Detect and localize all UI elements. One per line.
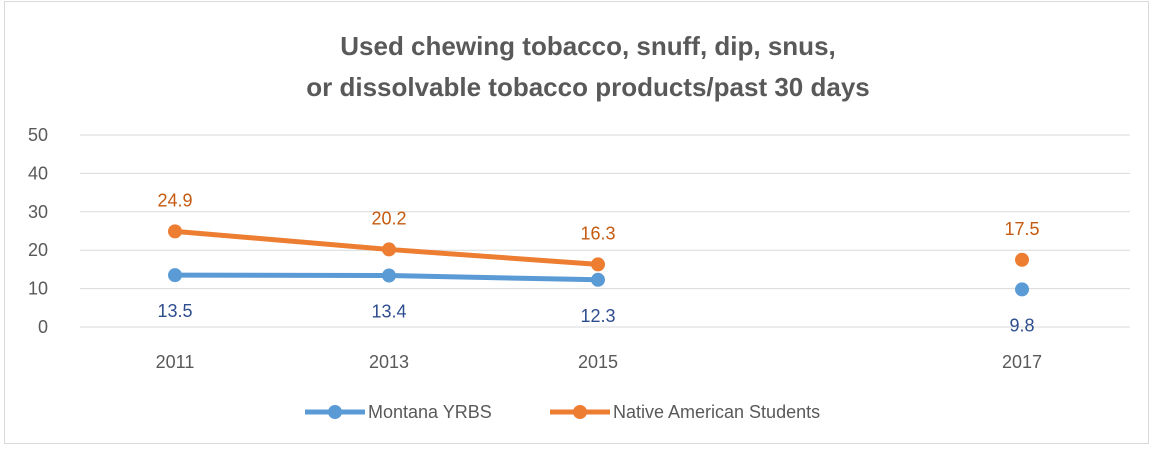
y-tick-label: 50 xyxy=(28,125,48,145)
data-label: 9.8 xyxy=(1009,315,1034,335)
legend: Montana YRBS Native American Students xyxy=(305,402,820,422)
legend-item: Montana YRBS xyxy=(305,402,492,422)
data-point xyxy=(591,272,605,287)
series-layer: 13.5 13.4 12.3 9.8 24.9 20.2 16.3 17.5 xyxy=(157,190,1039,335)
chart-title-line-1: Used chewing tobacco, snuff, dip, snus, xyxy=(340,31,836,61)
data-point xyxy=(1015,252,1029,267)
data-point xyxy=(382,268,396,283)
legend-label: Native American Students xyxy=(613,402,820,422)
data-point xyxy=(1015,282,1029,297)
legend-swatch-marker xyxy=(328,405,342,419)
y-tick-label: 20 xyxy=(28,240,48,260)
data-label: 17.5 xyxy=(1004,219,1039,239)
data-label: 24.9 xyxy=(157,190,192,210)
x-tick-label: 2015 xyxy=(578,352,618,372)
data-label: 13.4 xyxy=(371,302,406,322)
y-tick-label: 10 xyxy=(28,279,48,299)
y-tick-label: 40 xyxy=(28,163,48,183)
series-montana-yrbs: 13.5 13.4 12.3 9.8 xyxy=(157,268,1035,335)
data-label: 12.3 xyxy=(580,306,615,326)
data-point xyxy=(591,257,605,272)
legend-swatch-marker xyxy=(573,405,587,419)
series-native-american-students: 24.9 20.2 16.3 17.5 xyxy=(157,190,1040,272)
gridlines xyxy=(80,134,1130,328)
chart-title-line-2: or dissolvable tobacco products/past 30 … xyxy=(306,72,870,102)
data-point xyxy=(168,268,182,283)
x-tick-label: 2013 xyxy=(369,352,409,372)
y-tick-label: 30 xyxy=(28,202,48,222)
chart-frame xyxy=(4,1,1149,444)
y-axis-ticks: 0 10 20 30 40 50 xyxy=(28,125,48,337)
data-label: 20.2 xyxy=(371,208,406,228)
data-label: 16.3 xyxy=(580,223,615,243)
legend-label: Montana YRBS xyxy=(368,402,492,422)
legend-item: Native American Students xyxy=(550,402,820,422)
x-tick-label: 2011 xyxy=(156,352,195,372)
x-tick-label: 2017 xyxy=(1002,352,1042,372)
data-label: 13.5 xyxy=(157,301,192,321)
y-tick-label: 0 xyxy=(38,317,48,337)
data-point xyxy=(382,242,396,257)
data-point xyxy=(168,224,182,239)
x-axis-ticks: 2011 2013 2015 2017 xyxy=(156,352,1042,372)
